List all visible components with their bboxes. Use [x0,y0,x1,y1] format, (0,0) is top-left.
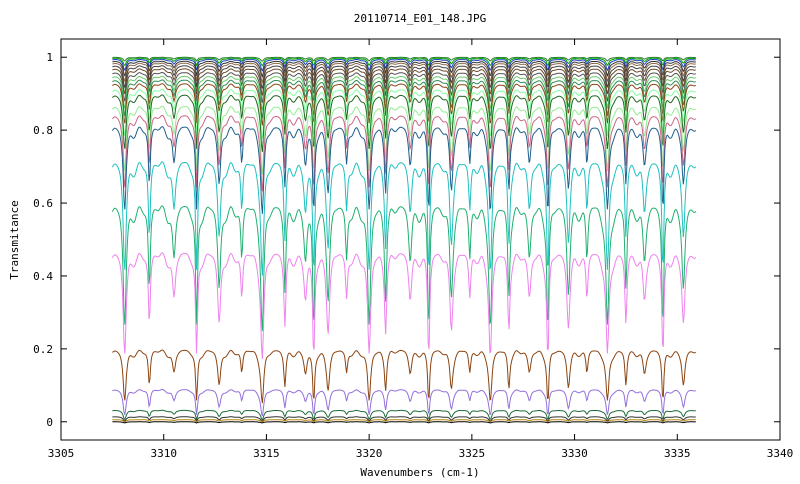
series-line [112,71,696,103]
y-tick-label: 0.6 [33,197,53,210]
series-line [112,75,696,111]
series-line [112,62,696,84]
x-tick-label: 3325 [459,447,486,460]
y-axis-title: Transmitance [8,200,21,279]
series-line [111,161,697,276]
y-tick-label: 0.8 [33,124,53,137]
series-line [112,58,696,72]
series-line [112,57,696,67]
series-layer [111,56,697,424]
series-line [112,349,697,404]
series-line [111,126,697,214]
series-line [112,88,697,139]
plot-frame [60,38,781,441]
x-tick-label: 3320 [356,447,383,460]
x-axis: 3305 3310 3315 3320 3325 3330 3335 3340 [48,39,794,460]
chart-title: 20110714_E01_148.JPG [354,12,486,25]
series-line [112,65,696,90]
series-line [112,114,697,192]
x-axis-title: Wavenumbers (cm-1) [360,466,479,479]
series-line [112,409,696,422]
series-line [112,56,696,62]
y-axis: 0 0.2 0.4 0.6 0.8 1 [33,51,780,429]
series-line [112,419,696,423]
series-line [111,205,697,332]
series-line [112,68,696,96]
series-line [112,79,696,119]
x-tick-label: 3340 [767,447,794,460]
x-tick-label: 3310 [150,447,177,460]
x-tick-label: 3305 [48,447,75,460]
y-tick-label: 0.2 [33,343,53,356]
x-tick-label: 3315 [253,447,280,460]
y-tick-label: 0.4 [33,270,53,283]
x-tick-label: 3335 [664,447,691,460]
y-tick-label: 0 [46,416,53,429]
series-line [111,252,697,360]
series-line [112,60,696,78]
x-tick-label: 3330 [561,447,588,460]
series-line [112,94,697,152]
series-line [112,388,696,417]
series-line [112,421,696,424]
series-line [112,83,696,126]
y-tick-label: 1 [46,51,53,64]
series-line [112,416,696,423]
series-line [112,105,697,175]
